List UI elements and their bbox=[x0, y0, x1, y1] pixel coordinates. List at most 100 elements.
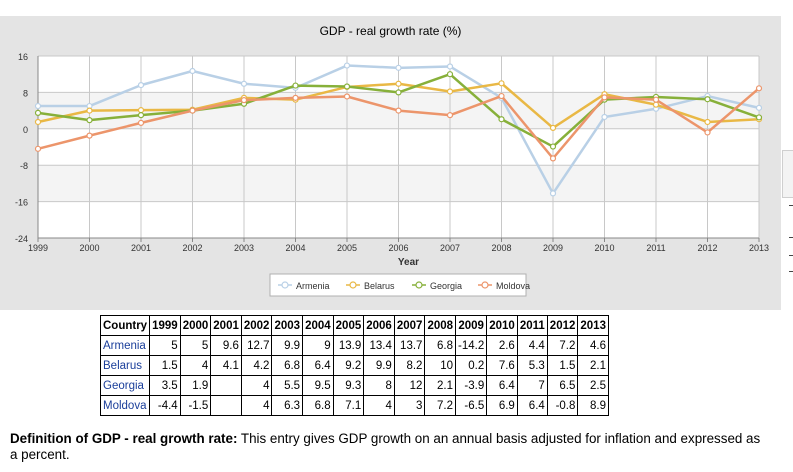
table-cell: 0.2 bbox=[455, 355, 488, 376]
table-header-year: 2011 bbox=[516, 315, 548, 336]
x-tick-label: 2005 bbox=[337, 243, 357, 253]
data-point-armenia bbox=[240, 80, 248, 87]
x-tick-label: 2013 bbox=[749, 243, 769, 253]
table-header-year: 2008 bbox=[424, 315, 457, 336]
country-link[interactable]: Georgia bbox=[99, 375, 151, 396]
table-cell: 5.5 bbox=[271, 375, 304, 396]
table-header-year: 2004 bbox=[302, 315, 334, 336]
table-cell: 6.9 bbox=[486, 395, 518, 416]
y-tick-label: 0 bbox=[23, 125, 28, 135]
country-link[interactable]: Armenia bbox=[99, 335, 151, 356]
table-cell: 12.7 bbox=[240, 335, 273, 356]
x-tick-label: 2008 bbox=[491, 243, 511, 253]
data-point-georgia bbox=[498, 116, 505, 123]
data-point-belarus bbox=[549, 124, 557, 131]
table-row: Armenia 5 5 9.6 12.7 9.9 9 13.9 13.4 13.7 6.8 -14.2… bbox=[99, 335, 609, 356]
table-cell: 13.9 bbox=[332, 335, 365, 356]
table-cell: 9.3 bbox=[332, 375, 365, 396]
data-point-belarus bbox=[704, 118, 711, 126]
table-row: Georgia 3.5 1.9 4 5.5 9.5 9.3 8 12 2.1 -3.9 6.4 7 6.5… bbox=[99, 375, 609, 396]
data-point-georgia bbox=[34, 109, 42, 116]
y-tick-label: 16 bbox=[18, 52, 28, 62]
data-point-georgia bbox=[755, 114, 763, 121]
table-header-year: 2010 bbox=[486, 315, 518, 336]
table-cell: -14.2 bbox=[455, 335, 488, 356]
data-point-belarus bbox=[137, 107, 145, 114]
data-point-belarus bbox=[86, 107, 93, 114]
data-point-moldova bbox=[292, 94, 299, 101]
data-point-moldova bbox=[549, 155, 557, 162]
table-header-year: 2002 bbox=[240, 315, 273, 336]
table-cell: 4 bbox=[240, 395, 273, 416]
data-point-georgia bbox=[704, 96, 711, 103]
table-cell: 4 bbox=[240, 375, 273, 396]
legend-swatch-marker bbox=[349, 281, 357, 289]
legend-label: Moldova bbox=[496, 281, 530, 291]
gdp-data-table: Country 1999 2000 2001 2002 2003 2004 2005 2006 2… bbox=[99, 315, 609, 416]
table-cell: -3.9 bbox=[455, 375, 488, 396]
table-cell: 7.1 bbox=[332, 395, 365, 416]
data-point-moldova bbox=[704, 129, 711, 136]
table-cell: 9.5 bbox=[302, 375, 334, 396]
table-cell: 4 bbox=[179, 355, 212, 376]
data-point-georgia bbox=[292, 82, 299, 89]
country-link[interactable]: Belarus bbox=[99, 355, 151, 376]
table-cell: 4.2 bbox=[240, 355, 273, 376]
x-tick-label: 2002 bbox=[182, 243, 202, 253]
table-cell: 6.4 bbox=[516, 395, 548, 416]
y-tick-label: -16 bbox=[15, 198, 28, 208]
table-cell: 6.3 bbox=[271, 395, 304, 416]
data-point-belarus bbox=[498, 80, 505, 87]
legend-label: Georgia bbox=[430, 281, 462, 291]
table-cell: 3 bbox=[393, 395, 426, 416]
data-point-georgia bbox=[343, 83, 351, 90]
x-tick-label: 2010 bbox=[594, 243, 614, 253]
table-header-row: Country 1999 2000 2001 2002 2003 2004 2005 2006 2… bbox=[99, 315, 609, 336]
table-cell: 6.4 bbox=[302, 355, 334, 376]
y-tick-label: -24 bbox=[15, 234, 28, 244]
table-cell: 5 bbox=[179, 335, 212, 356]
table-cell: 1.9 bbox=[179, 375, 212, 396]
table-cell: 2.1 bbox=[424, 375, 457, 396]
table-cell: 7.2 bbox=[546, 335, 579, 356]
table-cell: 9.9 bbox=[363, 355, 395, 376]
legend-item-armenia: Armenia bbox=[278, 281, 330, 291]
table-header-year: 2007 bbox=[393, 315, 426, 336]
table-cell: 8.2 bbox=[393, 355, 426, 376]
data-point-moldova bbox=[446, 112, 454, 119]
table-header-year: 2003 bbox=[271, 315, 304, 336]
table-cell: 10 bbox=[424, 355, 457, 376]
data-point-moldova bbox=[34, 145, 42, 152]
data-point-georgia bbox=[395, 89, 402, 96]
data-point-georgia bbox=[549, 143, 557, 150]
table-cell: 4 bbox=[363, 395, 395, 416]
table-cell: 9.9 bbox=[271, 335, 304, 356]
table-cell: 6.8 bbox=[271, 355, 304, 376]
definition-body: This entry gives GDP growth on an annual… bbox=[10, 431, 761, 462]
x-axis-title: Year bbox=[398, 257, 419, 268]
data-point-georgia bbox=[137, 112, 145, 119]
x-tick-label: 2004 bbox=[285, 243, 305, 253]
table-cell: 1.5 bbox=[546, 355, 579, 376]
table-header-year: 2012 bbox=[546, 315, 579, 336]
data-point-moldova bbox=[189, 107, 196, 114]
table-row: Belarus 1.5 4 4.1 4.2 6.8 6.4 9.2 9.9 8.2 10 0.2 7.6… bbox=[99, 355, 609, 376]
x-tick-label: 2011 bbox=[646, 243, 665, 253]
country-link[interactable]: Moldova bbox=[99, 395, 151, 416]
data-point-belarus bbox=[652, 101, 660, 108]
x-tick-label: 2006 bbox=[388, 243, 408, 253]
legend-box bbox=[269, 273, 527, 297]
table-cell: 9.2 bbox=[332, 355, 365, 376]
data-point-moldova bbox=[343, 93, 351, 100]
table-cell: 13.7 bbox=[393, 335, 426, 356]
data-point-armenia bbox=[395, 64, 402, 71]
x-tick-label: 2009 bbox=[543, 243, 563, 253]
data-point-armenia bbox=[34, 102, 42, 110]
table-header-year: 2005 bbox=[332, 315, 365, 336]
data-point-armenia bbox=[137, 82, 145, 89]
x-tick-label: 2007 bbox=[440, 243, 460, 253]
data-point-moldova bbox=[240, 97, 248, 104]
table-cell: 1.5 bbox=[149, 355, 181, 376]
data-point-georgia bbox=[86, 117, 93, 124]
table-cell: 13.4 bbox=[363, 335, 395, 356]
